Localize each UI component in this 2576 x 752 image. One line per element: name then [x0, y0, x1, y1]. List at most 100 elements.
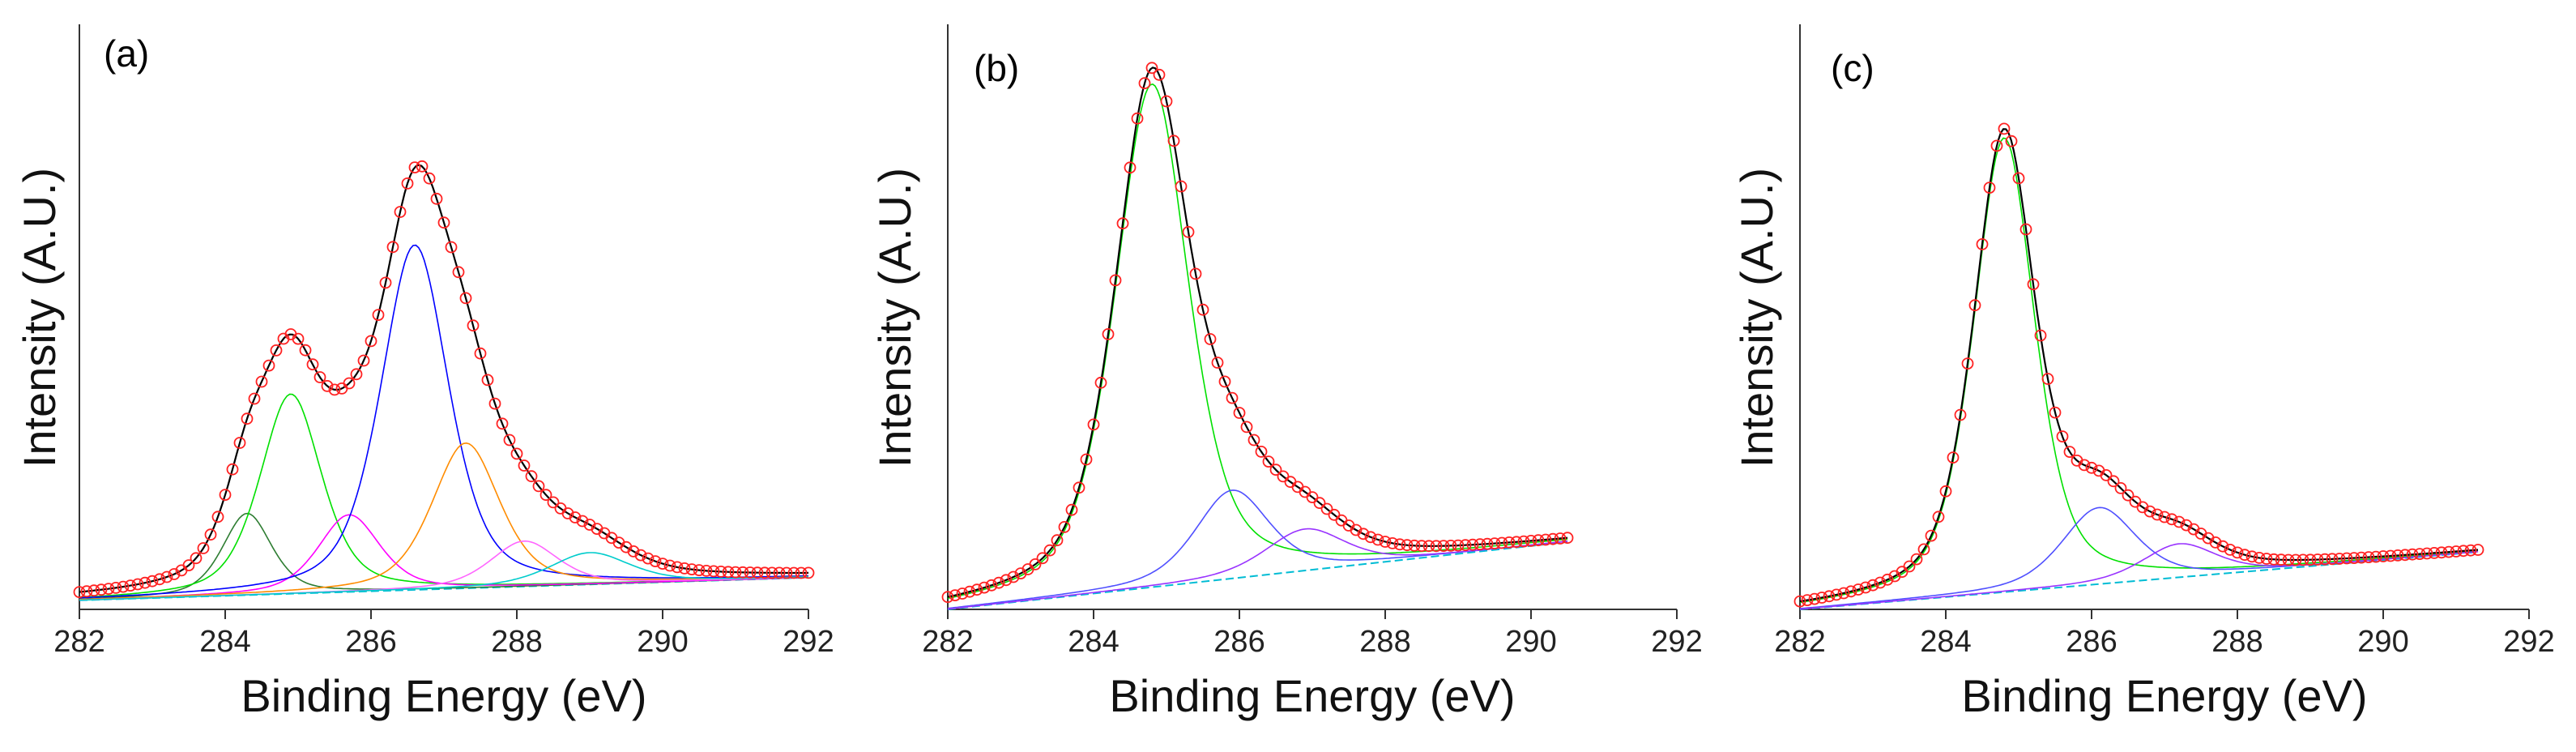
data-point — [1065, 503, 1078, 516]
data-point — [1357, 528, 1370, 540]
panel-a: (a) 282 284 286 288 290 292 Binding Energy (e… — [0, 0, 842, 752]
data-point — [2034, 329, 2047, 342]
data-point — [1109, 274, 1122, 287]
data-point — [693, 564, 706, 576]
data-point — [1554, 532, 1567, 545]
data-point — [1823, 590, 1836, 603]
data-point — [2428, 547, 2441, 559]
x-tick-label: 286 — [2066, 625, 2117, 659]
data-point — [1073, 481, 1085, 494]
data-point — [540, 489, 552, 502]
data-point — [729, 566, 742, 579]
data-point — [131, 578, 144, 591]
data-point — [1211, 357, 1224, 369]
data-point — [299, 344, 312, 357]
data-point — [124, 579, 137, 592]
x-tick-label: 288 — [2211, 625, 2263, 659]
data-point — [1167, 135, 1180, 147]
baseline-line — [947, 540, 1568, 610]
data-point — [1444, 540, 1457, 552]
data-point — [963, 585, 976, 598]
data-point — [1401, 539, 1414, 552]
x-axis-label: Binding Energy (eV) — [1109, 670, 1515, 721]
data-point — [2005, 135, 2018, 147]
data-point — [2297, 553, 2309, 566]
data-point — [1364, 531, 1377, 544]
data-point — [182, 559, 195, 571]
data-point — [1196, 303, 1209, 316]
component-peak-line — [79, 512, 809, 600]
panel-b: (b) 282 284 286 288 290 292 Binding Energy (e… — [859, 0, 1703, 752]
data-point — [1153, 68, 1166, 81]
data-point — [2216, 540, 2229, 553]
fitted-envelope-line — [947, 66, 1568, 598]
data-point — [343, 377, 356, 390]
x-tick-label: 288 — [1359, 625, 1410, 659]
data-point — [1058, 521, 1071, 533]
data-point — [2041, 373, 2054, 385]
data-point — [1998, 122, 2011, 135]
data-point — [423, 172, 436, 185]
data-point — [2253, 552, 2266, 564]
data-point — [744, 566, 757, 579]
data-point — [2406, 548, 2419, 561]
data-point — [2464, 544, 2477, 557]
data-point — [197, 542, 210, 554]
data-point — [1495, 536, 1508, 549]
data-point — [2056, 430, 2069, 442]
component-peak-line — [1799, 137, 2479, 604]
data-point — [168, 568, 181, 580]
data-point — [787, 566, 800, 579]
data-point — [1218, 375, 1231, 388]
x-tick-label: 286 — [345, 625, 396, 659]
data-point — [2369, 550, 2382, 563]
data-point — [671, 561, 684, 574]
data-point — [2027, 278, 2040, 291]
data-point — [1452, 539, 1465, 552]
data-point — [233, 437, 246, 449]
panel-label: (a) — [104, 32, 149, 75]
data-point — [2173, 515, 2186, 528]
data-point — [1510, 536, 1523, 549]
x-tick-label: 286 — [1213, 625, 1265, 659]
data-point — [102, 583, 115, 595]
data-point — [2245, 550, 2258, 563]
data-point — [1874, 576, 1887, 589]
data-point — [1801, 594, 1814, 606]
x-tick-label: 282 — [1774, 625, 1825, 659]
data-point — [2318, 553, 2331, 566]
data-point — [365, 335, 377, 348]
data-point — [2180, 519, 2193, 532]
data-point — [1247, 434, 1260, 446]
x-axis-label: Binding Energy (eV) — [1961, 670, 2367, 721]
data-point — [1903, 560, 1916, 573]
data-point — [321, 379, 334, 392]
x-tick-label: 284 — [1920, 625, 1971, 659]
x-axis-label: Binding Energy (eV) — [241, 670, 646, 721]
data-point — [970, 583, 983, 596]
data-point — [270, 344, 283, 357]
component-peak-line — [79, 393, 809, 598]
data-point — [1808, 592, 1821, 605]
x-tick-label: 284 — [1068, 625, 1119, 659]
xps-chart-b: (b) 282 284 286 288 290 292 Binding Energy (e… — [869, 24, 1703, 721]
data-point — [474, 347, 487, 360]
data-point — [1138, 77, 1151, 90]
y-axis-label: Intensity (A.U.) — [14, 168, 65, 468]
data-point — [1226, 391, 1239, 404]
data-point — [569, 511, 582, 523]
data-point — [1459, 539, 1472, 552]
data-point — [1043, 544, 1056, 557]
data-point — [1379, 536, 1392, 548]
data-point — [1954, 408, 1967, 421]
component-peak-line — [79, 442, 809, 600]
data-point — [488, 397, 501, 410]
data-point — [80, 585, 93, 598]
data-point — [1852, 583, 1865, 596]
data-point — [2472, 544, 2484, 556]
data-point — [109, 582, 122, 594]
data-point — [1539, 533, 1552, 546]
data-point — [956, 588, 969, 600]
data-point — [802, 566, 815, 579]
data-point — [1488, 537, 1501, 549]
